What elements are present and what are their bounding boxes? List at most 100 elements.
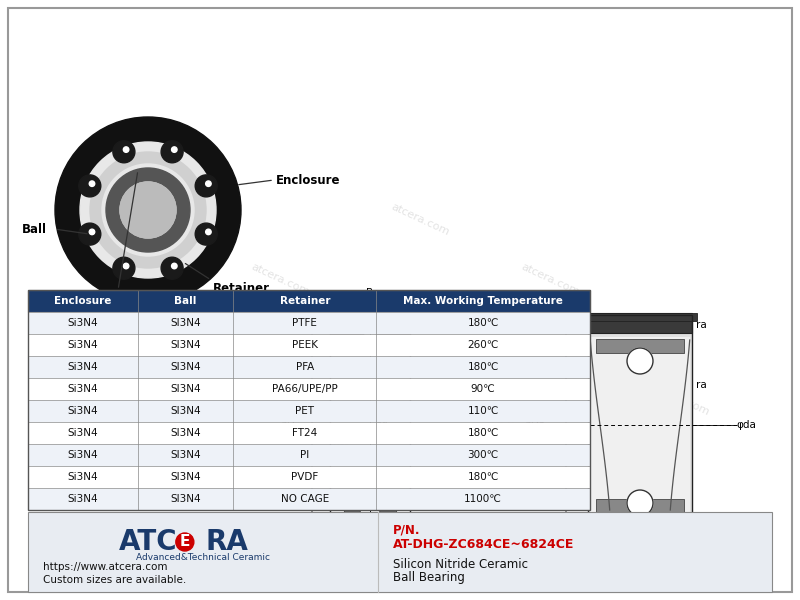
Text: Max. Working Temperature: Max. Working Temperature (403, 296, 563, 306)
Circle shape (627, 348, 653, 374)
Text: PFA: PFA (296, 362, 314, 372)
Text: atcera.com: atcera.com (519, 262, 581, 298)
Circle shape (120, 182, 176, 238)
Text: SI3N4: SI3N4 (170, 494, 201, 504)
Bar (588, 315, 692, 535)
Text: φDa: φDa (525, 420, 546, 430)
Text: SI3N4: SI3N4 (170, 384, 201, 394)
Text: B: B (366, 288, 374, 298)
Circle shape (627, 490, 653, 516)
Bar (330, 515, 410, 535)
Text: AT-DHG-ZC684CE~6824CE: AT-DHG-ZC684CE~6824CE (393, 538, 574, 551)
Bar (596, 339, 684, 353)
Bar (588, 315, 692, 535)
Bar (28, 422, 590, 444)
Circle shape (195, 223, 218, 245)
Text: φD: φD (280, 420, 295, 430)
Text: ra: ra (696, 320, 706, 330)
Circle shape (78, 175, 101, 197)
Text: ATC: ATC (119, 528, 178, 556)
Text: https://www.atcera.com: https://www.atcera.com (43, 562, 167, 572)
Circle shape (102, 164, 194, 256)
Text: SI3N4: SI3N4 (170, 428, 201, 438)
Text: 180℃: 180℃ (467, 362, 499, 372)
Text: atcera.com: atcera.com (130, 202, 190, 238)
Bar (28, 466, 590, 488)
Bar (28, 290, 590, 312)
Text: 260℃: 260℃ (467, 340, 499, 350)
Circle shape (80, 142, 216, 278)
Text: r: r (412, 390, 416, 400)
Bar (330, 315, 410, 535)
Text: r: r (412, 320, 416, 330)
Bar (28, 290, 590, 510)
Text: PI: PI (300, 450, 310, 460)
Text: SI3N4: SI3N4 (170, 472, 201, 482)
Circle shape (359, 496, 381, 518)
Circle shape (161, 141, 183, 163)
Text: Si3N4: Si3N4 (67, 428, 98, 438)
Text: Si3N4: Si3N4 (67, 318, 98, 328)
Text: Ball: Ball (174, 296, 197, 306)
Text: Enclosure: Enclosure (54, 296, 111, 306)
Text: Si3N4: Si3N4 (67, 362, 98, 372)
Bar (588, 517, 692, 535)
Text: Si3N4: Si3N4 (67, 494, 98, 504)
Text: E: E (180, 535, 190, 550)
Bar (590, 337, 690, 517)
Text: Si3N4: Si3N4 (67, 406, 98, 416)
Bar (28, 312, 590, 334)
Bar (568, 305, 712, 545)
Bar (583, 529, 697, 537)
Text: 1100℃: 1100℃ (464, 494, 502, 504)
Text: PA66/UPE/PP: PA66/UPE/PP (272, 384, 338, 394)
Text: Retainer: Retainer (279, 296, 330, 306)
Circle shape (195, 175, 218, 197)
Circle shape (171, 263, 177, 269)
Text: 180℃: 180℃ (467, 318, 499, 328)
Circle shape (206, 181, 211, 187)
Circle shape (176, 533, 194, 551)
Text: PEEK: PEEK (292, 340, 318, 350)
Text: Si3N4: Si3N4 (67, 450, 98, 460)
Circle shape (123, 263, 129, 269)
Bar (344, 497, 396, 512)
Circle shape (90, 152, 206, 268)
Text: RA: RA (206, 528, 249, 556)
Bar (28, 378, 590, 400)
Bar (344, 338, 396, 353)
Text: Si3N4: Si3N4 (67, 472, 98, 482)
Circle shape (78, 223, 101, 245)
Circle shape (171, 147, 177, 152)
Bar (327, 310, 413, 540)
Text: φd: φd (375, 415, 388, 425)
Text: Ball Bearing: Ball Bearing (393, 571, 465, 583)
Text: NO CAGE: NO CAGE (281, 494, 329, 504)
Bar (28, 444, 590, 466)
Bar (588, 313, 692, 333)
Text: Enclosure: Enclosure (276, 173, 341, 187)
Text: PVDF: PVDF (291, 472, 318, 482)
Circle shape (359, 332, 381, 354)
Circle shape (106, 168, 190, 252)
Text: Advanced&Technical Ceramic: Advanced&Technical Ceramic (136, 553, 270, 563)
Circle shape (120, 182, 176, 238)
Text: FT24: FT24 (292, 428, 318, 438)
Bar (330, 315, 410, 335)
Text: 180℃: 180℃ (467, 428, 499, 438)
Circle shape (90, 229, 94, 235)
Text: PET: PET (295, 406, 314, 416)
Text: Enclosure: Enclosure (76, 311, 140, 324)
Text: ra: ra (696, 380, 706, 390)
Text: P/N.: P/N. (393, 523, 420, 536)
Text: Retainer: Retainer (213, 282, 270, 295)
Bar (596, 499, 684, 513)
Text: Si3N4: Si3N4 (67, 340, 98, 350)
Text: Si3N4: Si3N4 (67, 384, 98, 394)
Text: atcera.com: atcera.com (250, 262, 310, 298)
Text: 90℃: 90℃ (471, 384, 495, 394)
Bar (28, 488, 590, 510)
Bar (28, 400, 590, 422)
Text: PTFE: PTFE (292, 318, 318, 328)
Text: Ball: Ball (22, 223, 47, 236)
